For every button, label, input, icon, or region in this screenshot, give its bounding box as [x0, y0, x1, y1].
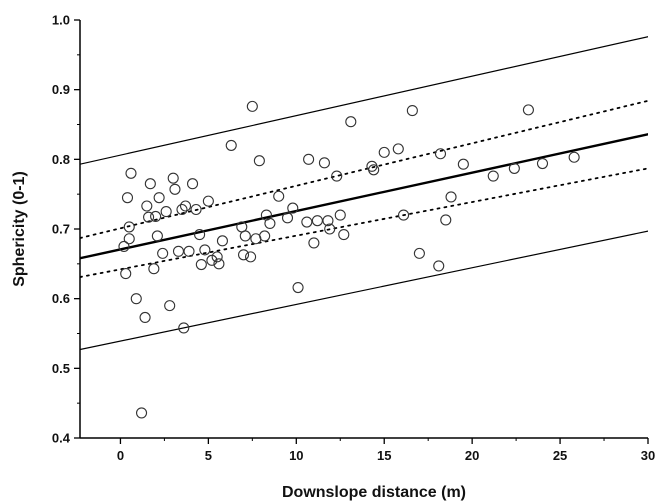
- x-tick-label: 5: [205, 448, 212, 463]
- data-point: [169, 183, 181, 195]
- data-point: [522, 104, 534, 116]
- data-point: [176, 203, 188, 216]
- data-point: [123, 221, 135, 233]
- data-point: [213, 258, 225, 270]
- data-point: [118, 240, 130, 252]
- confidence-band-line: [80, 99, 648, 239]
- data-point: [301, 216, 313, 228]
- data-point: [434, 148, 447, 160]
- data-point: [135, 407, 148, 419]
- data-point: [172, 245, 185, 257]
- y-tick-label: 0.4: [52, 431, 71, 446]
- data-point: [398, 209, 410, 221]
- y-tick-label: 0.7: [52, 222, 70, 237]
- data-point: [281, 212, 294, 224]
- x-tick-label: 15: [377, 448, 391, 463]
- data-point: [139, 311, 151, 324]
- data-point: [324, 223, 336, 235]
- data-point: [195, 258, 207, 271]
- data-point: [143, 211, 155, 223]
- data-point: [151, 230, 163, 242]
- data-point: [125, 167, 137, 179]
- data-point: [457, 158, 469, 170]
- data-point: [225, 139, 237, 151]
- data-point: [568, 151, 580, 163]
- data-point: [164, 300, 176, 312]
- data-point: [216, 235, 228, 247]
- data-point: [150, 210, 162, 223]
- y-tick-label: 1.0: [52, 13, 70, 28]
- data-point: [311, 215, 323, 227]
- data-point: [413, 247, 425, 259]
- data-point: [345, 116, 357, 128]
- prediction-band-line: [80, 36, 648, 165]
- y-axis-label: Sphericity (0-1): [11, 171, 28, 287]
- x-tick-label: 30: [641, 448, 655, 463]
- data-point: [160, 206, 172, 218]
- data-point: [121, 192, 134, 204]
- data-point: [144, 178, 156, 190]
- regression-line: [80, 133, 648, 260]
- data-point: [378, 146, 390, 158]
- data-point: [167, 172, 179, 184]
- data-point: [202, 195, 214, 207]
- data-point: [157, 247, 169, 259]
- data-point: [199, 244, 211, 256]
- data-point: [148, 263, 160, 275]
- x-axis-label: Downslope distance (m): [282, 484, 466, 501]
- data-point: [245, 251, 257, 263]
- data-point: [318, 157, 330, 169]
- y-tick-label: 0.6: [52, 291, 70, 306]
- y-tick-label: 0.5: [52, 361, 70, 376]
- x-tick-label: 20: [465, 448, 479, 463]
- data-point: [368, 164, 380, 176]
- data-point: [445, 191, 457, 203]
- data-point: [308, 237, 320, 249]
- data-point: [179, 200, 192, 212]
- data-point: [334, 209, 346, 221]
- data-point: [287, 202, 299, 214]
- data-point: [273, 190, 285, 202]
- data-point: [536, 157, 549, 170]
- data-point: [246, 100, 258, 112]
- data-point: [178, 322, 190, 334]
- data-point: [440, 214, 452, 226]
- data-point: [239, 230, 251, 242]
- x-tick-label: 0: [117, 448, 124, 463]
- x-tick-label: 10: [289, 448, 303, 463]
- data-point: [141, 200, 153, 212]
- data-point: [186, 178, 199, 190]
- data-point: [153, 192, 165, 204]
- data-point: [433, 260, 445, 272]
- x-tick-label: 25: [553, 448, 567, 463]
- prediction-band-line: [80, 230, 648, 351]
- confidence-band-line: [80, 167, 648, 278]
- data-point: [183, 245, 195, 257]
- y-tick-label: 0.8: [52, 152, 70, 167]
- data-point: [487, 170, 499, 182]
- data-point: [194, 229, 206, 241]
- data-point: [392, 143, 404, 155]
- data-point: [338, 229, 350, 241]
- data-point: [259, 230, 271, 242]
- data-point: [322, 215, 334, 227]
- data-point: [211, 251, 223, 263]
- y-tick-label: 0.9: [52, 82, 70, 97]
- data-point: [264, 217, 276, 229]
- data-point: [331, 170, 343, 182]
- data-point: [508, 162, 520, 174]
- data-point: [190, 203, 202, 216]
- data-point: [303, 153, 315, 165]
- data-point: [123, 233, 135, 245]
- data-point: [292, 281, 304, 294]
- data-point: [237, 249, 250, 261]
- data-point: [120, 268, 132, 280]
- data-point: [253, 155, 265, 167]
- data-point: [130, 293, 142, 305]
- data-point: [406, 105, 418, 117]
